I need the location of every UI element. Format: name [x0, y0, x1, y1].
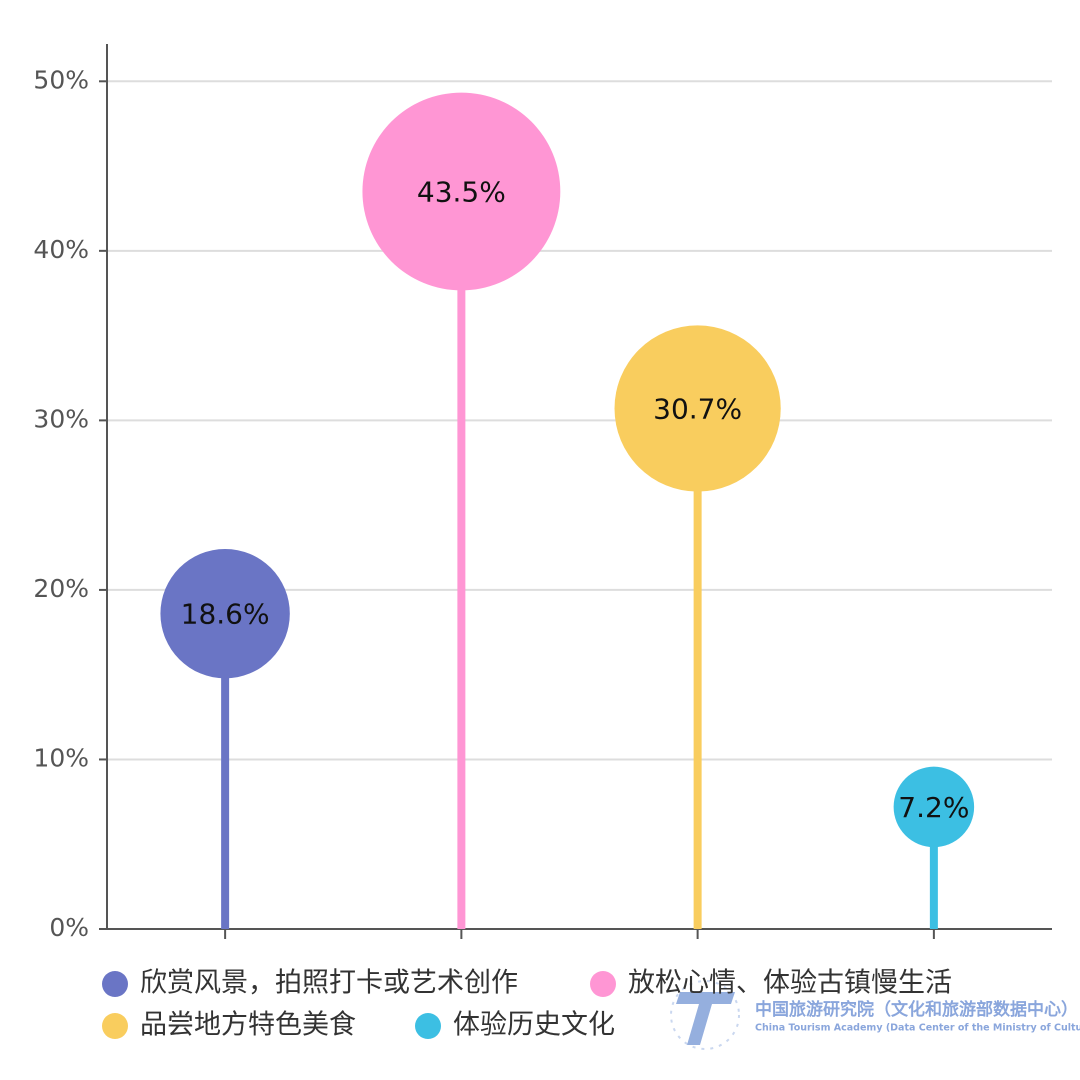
watermark-subtitle: China Tourism Academy (Data Center of th…: [755, 1023, 1080, 1034]
legend-label: 欣赏风景，拍照打卡或艺术创作: [140, 968, 518, 999]
legend-label: 品尝地方特色美食: [140, 1010, 356, 1041]
value-label: 43.5%: [417, 176, 506, 209]
legend-marker: [415, 1013, 441, 1039]
logo-t: [676, 992, 735, 1045]
y-tick-label: 50%: [33, 65, 89, 94]
watermark-title: 中国旅游研究院（文化和旅游部数据中心）: [755, 999, 1078, 1020]
legend-marker: [102, 1013, 128, 1039]
y-tick-label: 0%: [49, 913, 89, 942]
lollipop-head: [893, 766, 975, 848]
legend-label: 体验历史文化: [453, 1010, 615, 1041]
y-tick-label: 20%: [33, 574, 89, 603]
watermark-logo: [670, 980, 740, 1050]
value-label: 18.6%: [181, 598, 270, 631]
lollipop-head: [160, 548, 290, 679]
lollipop-head: [614, 325, 781, 492]
legend-marker: [590, 971, 616, 997]
legend-label: 放松心情、体验古镇慢生活: [628, 968, 952, 999]
y-tick-label: 30%: [33, 404, 89, 433]
value-label: 30.7%: [653, 393, 742, 426]
y-tick-label: 40%: [33, 235, 89, 264]
legend-marker: [102, 971, 128, 997]
value-label: 7.2%: [898, 791, 969, 824]
lollipop-head: [362, 92, 561, 291]
y-tick-label: 10%: [33, 743, 89, 772]
logo-ring: [670, 980, 740, 1050]
